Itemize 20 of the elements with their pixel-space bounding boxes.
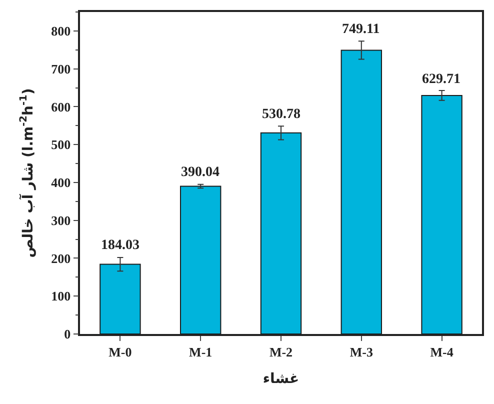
- data-label: 530.78: [262, 107, 300, 122]
- y-tick-label: 500: [51, 137, 71, 152]
- x-tick-label: M-0: [108, 344, 132, 360]
- x-tick-label: M-1: [189, 344, 212, 360]
- y-tick-label: 700: [51, 61, 71, 76]
- y-tick-label: 0: [64, 326, 71, 342]
- x-tick-label: M-4: [430, 344, 454, 360]
- data-label: 390.04: [181, 165, 220, 180]
- y-tick-label: 600: [51, 99, 71, 114]
- y-tick-label: 800: [51, 23, 71, 38]
- data-label: 184.03: [101, 238, 140, 253]
- x-tick-label: M-3: [350, 344, 374, 360]
- y-tick-label: 400: [51, 175, 71, 190]
- y-tick-label: 100: [51, 288, 71, 304]
- y-tick-label: 200: [51, 250, 71, 266]
- y-tick-label: 300: [51, 212, 71, 228]
- x-axis-title: غشاء: [262, 371, 300, 388]
- data-label: 749.11: [342, 22, 380, 37]
- x-tick-label: M-2: [269, 344, 293, 360]
- data-label: 629.71: [422, 72, 460, 87]
